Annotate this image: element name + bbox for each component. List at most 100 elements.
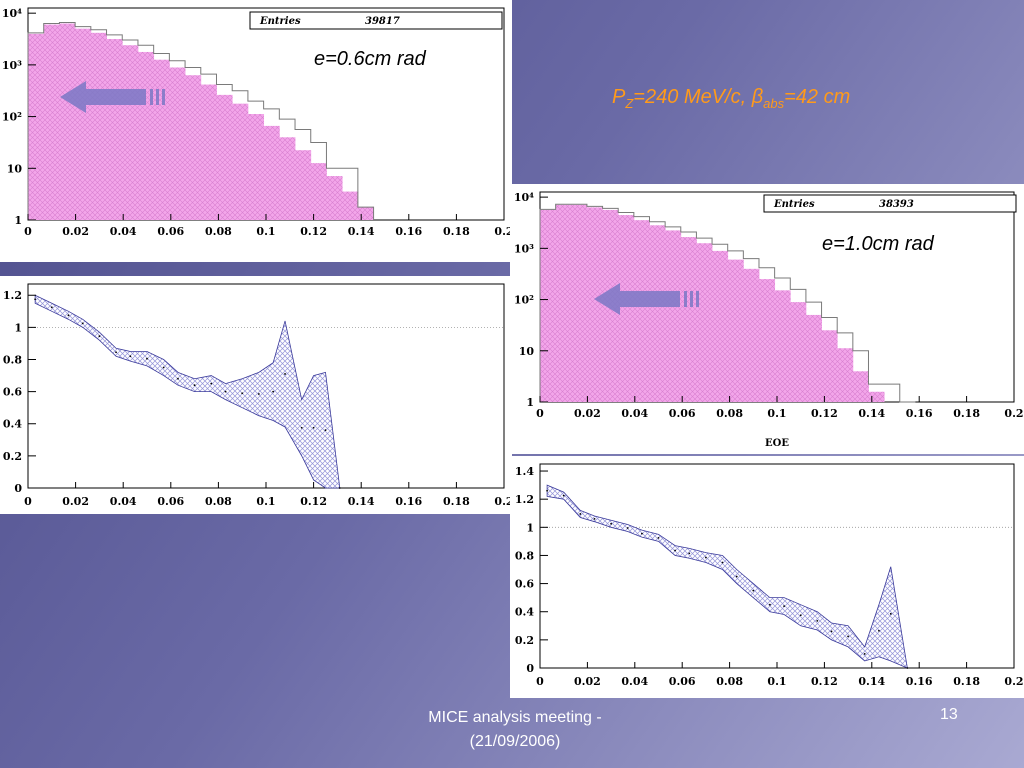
ratio-point bbox=[300, 426, 303, 429]
y-tick-label: 10 bbox=[7, 162, 23, 175]
ratio-point bbox=[863, 653, 866, 655]
x-tick-label: 0.02 bbox=[62, 225, 89, 238]
histogram-bar bbox=[774, 290, 791, 402]
x-tick-label: 0.1 bbox=[256, 225, 275, 238]
ratio-point bbox=[34, 298, 37, 301]
histogram-bar bbox=[618, 215, 635, 402]
x-tick-label: 0 bbox=[24, 225, 32, 238]
x-tick-label: 0.1 bbox=[767, 675, 786, 688]
histogram-bar bbox=[200, 84, 217, 221]
histogram-bar bbox=[868, 391, 885, 402]
footer-line-1: MICE analysis meeting - bbox=[428, 709, 602, 726]
histogram-bar bbox=[586, 207, 603, 402]
x-tick-label: 0.08 bbox=[716, 407, 743, 420]
y-tick-label: 1 bbox=[14, 321, 22, 334]
annotation-e10: e=1.0cm rad bbox=[822, 233, 934, 255]
ratio-point bbox=[257, 393, 260, 395]
y-tick-label: 0.8 bbox=[515, 549, 534, 562]
condition-p-sub: Z bbox=[625, 96, 634, 111]
ratio-e10-chart: 0 0.2 0.4 0.6 0.8 1 1.2 1.4 0 0.02 0.04 0.06 0.08 0.1… bbox=[515, 463, 1024, 688]
histogram-bar bbox=[680, 237, 697, 402]
x-tick-label: 0.08 bbox=[205, 495, 232, 508]
y-tick-label: 0.2 bbox=[515, 634, 534, 647]
histogram-bar bbox=[247, 114, 265, 220]
histogram-bar bbox=[295, 150, 312, 220]
footer-line-2: (21/09/2006) bbox=[469, 733, 561, 750]
y-tick-label: 10⁴ bbox=[514, 191, 534, 204]
ratio-point bbox=[768, 603, 771, 606]
x-tick-label: 0 bbox=[24, 495, 32, 508]
ratio-point bbox=[847, 635, 849, 638]
x-tick-label: 0.1 bbox=[767, 407, 786, 420]
ratio-point bbox=[816, 619, 819, 622]
plot-frame bbox=[539, 463, 1015, 669]
y-tick-label: 1.2 bbox=[515, 493, 534, 506]
y-tick-label: 10⁴ bbox=[2, 7, 22, 20]
y-tick-label: 1 bbox=[526, 521, 534, 534]
x-tick-label: 0.12 bbox=[811, 407, 838, 420]
ratio-point bbox=[98, 335, 101, 338]
histogram-bar bbox=[821, 330, 838, 402]
x-tick-label: 0.16 bbox=[906, 675, 933, 688]
ratio-point bbox=[752, 589, 755, 592]
y-tick-label: 1 bbox=[526, 396, 534, 409]
annotation-e06: e=0.6cm rad bbox=[314, 48, 426, 70]
x-tick-label: 0.16 bbox=[906, 407, 933, 420]
histogram-bar bbox=[28, 33, 45, 221]
condition-mid: =240 MeV/c, bbox=[633, 86, 752, 108]
histogram-bar bbox=[743, 268, 760, 402]
x-tick-label: 0.16 bbox=[395, 225, 422, 238]
ratio-point bbox=[272, 390, 275, 393]
ratio-point bbox=[641, 532, 643, 535]
x-tick-label: 0 bbox=[536, 675, 544, 688]
histogram-bar bbox=[263, 125, 280, 220]
histogram-bar bbox=[727, 259, 744, 402]
x-tick-label: 0.06 bbox=[157, 495, 184, 508]
y-tick-label: 10² bbox=[2, 111, 22, 124]
y-tick-label: 0.6 bbox=[515, 578, 534, 591]
histogram-bar bbox=[310, 163, 327, 220]
x-tick-label: 0.12 bbox=[300, 225, 327, 238]
ratio-band bbox=[546, 484, 908, 669]
x-tick-label: 0.2 bbox=[1004, 675, 1023, 688]
y-tick-label: 1.4 bbox=[515, 465, 534, 478]
ratio-point bbox=[878, 629, 880, 632]
x-tick-label: 0.08 bbox=[716, 675, 743, 688]
ratio-point bbox=[162, 366, 165, 369]
y-tick-label: 0.4 bbox=[3, 418, 22, 431]
arrow-stripe bbox=[684, 291, 687, 307]
entries-value: 38393 bbox=[879, 199, 914, 210]
ratio-point bbox=[210, 382, 213, 385]
ratio-point bbox=[674, 549, 676, 552]
x-tick-label: 0.04 bbox=[621, 407, 648, 420]
ratio-point bbox=[177, 377, 179, 380]
x-tick-label: 0.18 bbox=[953, 675, 980, 688]
histogram-outline bbox=[27, 21, 375, 220]
ratio-point bbox=[129, 355, 132, 358]
histogram-bar bbox=[90, 32, 107, 220]
arrow-stripe bbox=[690, 291, 693, 307]
y-tick-label: 0.4 bbox=[515, 606, 534, 619]
histogram-e06-chart: 1 10 10² 10³ 10⁴ 0 0.02 0.04 0.06 0.08 0.1 0.12 0.14… bbox=[2, 7, 512, 238]
y-tick-label: 10³ bbox=[514, 242, 534, 255]
ratio-point bbox=[688, 552, 691, 555]
y-tick-label: 10 bbox=[519, 345, 535, 358]
histogram-bar bbox=[75, 28, 92, 221]
x-tick-label: 0.04 bbox=[110, 225, 137, 238]
ratio-point bbox=[284, 373, 286, 375]
x-tick-label: 0.14 bbox=[858, 675, 885, 688]
x-tick-label: 0.2 bbox=[1004, 407, 1023, 420]
x-tick-label: 0.12 bbox=[300, 495, 327, 508]
x-tick-label: 0.1 bbox=[256, 495, 275, 508]
left-arrow-icon bbox=[60, 81, 146, 113]
histogram-bar bbox=[137, 51, 155, 220]
ratio-point bbox=[146, 357, 148, 360]
x-tick-label: 0.02 bbox=[62, 495, 89, 508]
x-tick-label: 0.02 bbox=[574, 407, 601, 420]
ratio-point bbox=[610, 522, 612, 525]
y-tick-label: 0 bbox=[14, 482, 22, 495]
x-tick-label: 0.06 bbox=[669, 675, 696, 688]
ratio-point bbox=[830, 630, 833, 633]
histogram-bar bbox=[232, 103, 249, 220]
